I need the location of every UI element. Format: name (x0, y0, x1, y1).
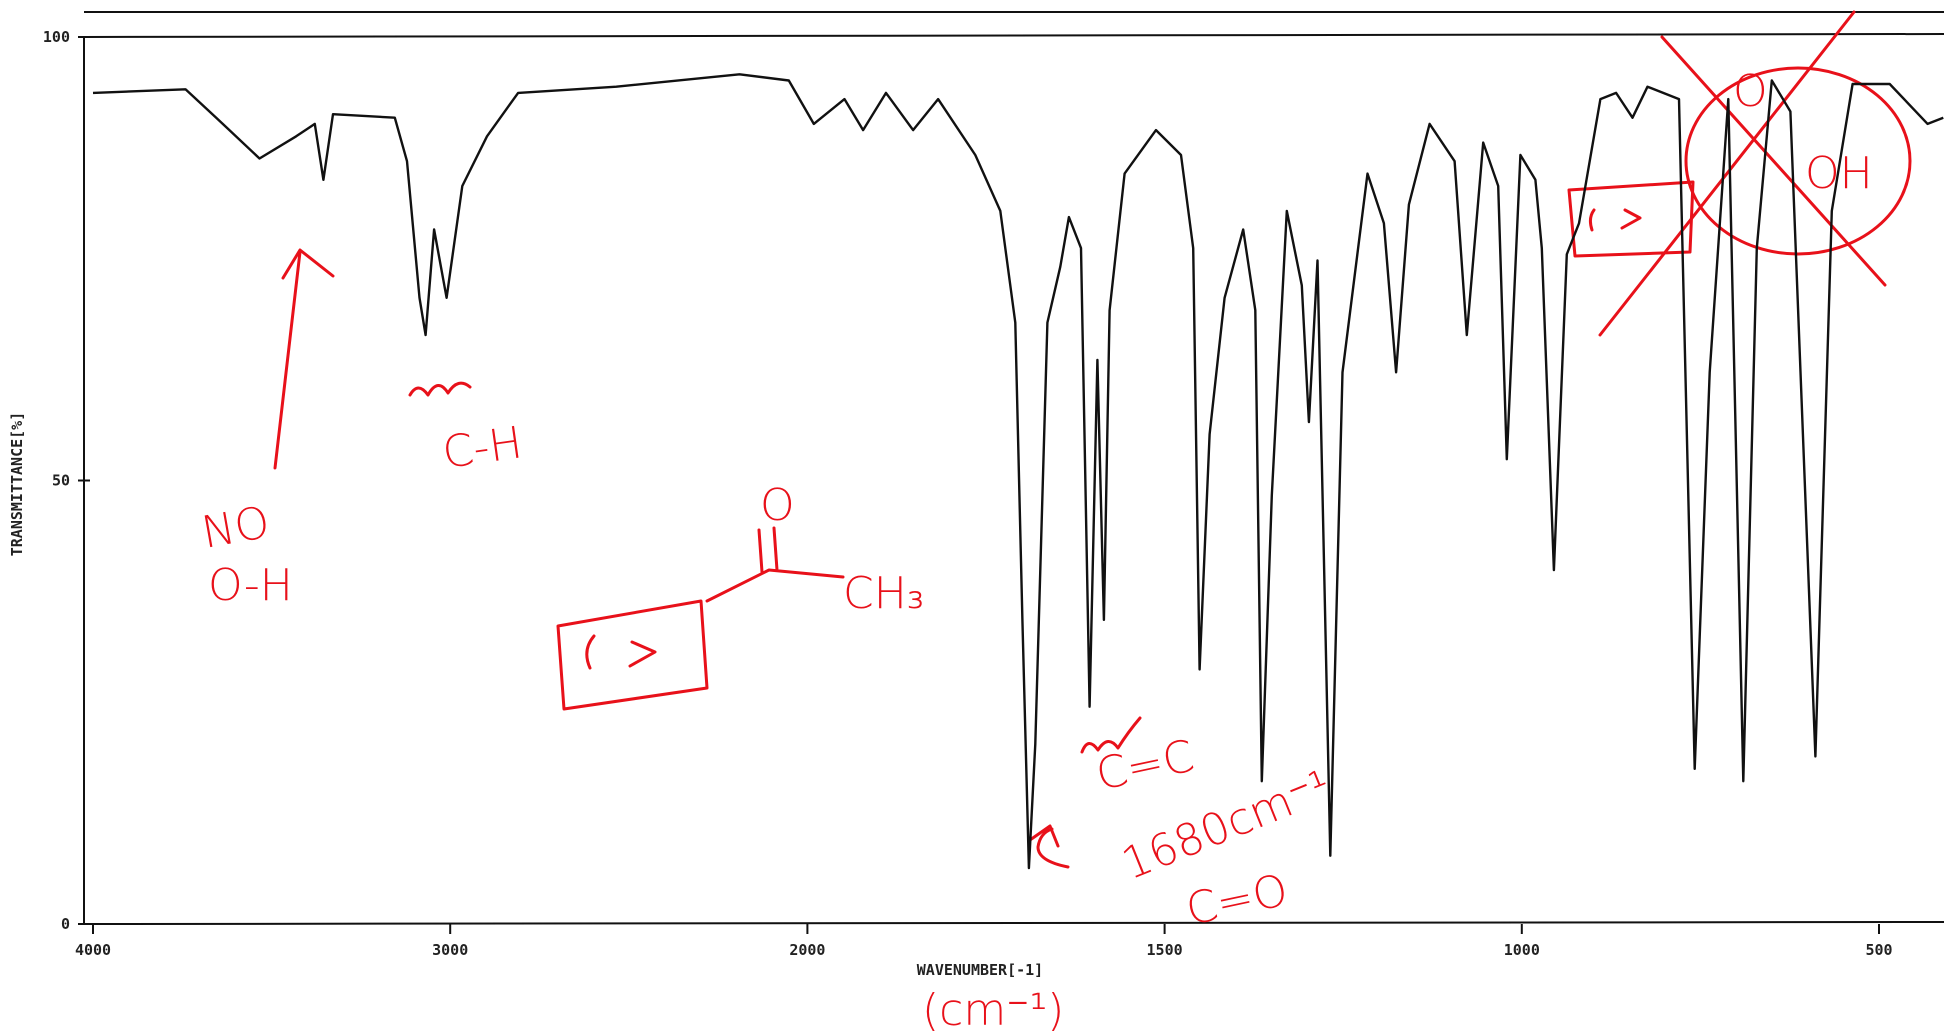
circle (1684, 66, 1912, 256)
x-tick-label: 3000 (432, 941, 468, 959)
x-tick-label: 2000 (789, 941, 825, 959)
x-axis (83, 921, 1944, 925)
frame (83, 33, 1944, 38)
y-tick-label: 0 (61, 915, 70, 933)
squiggle (408, 381, 472, 397)
cross (1598, 10, 1887, 337)
annotation: O (1733, 66, 1768, 117)
handwriting (273, 10, 1912, 869)
annotation: O-H (208, 560, 293, 611)
x-tick-label: 500 (1865, 941, 1892, 959)
annotation: CH₃ (843, 568, 924, 619)
y-tick-label: 50 (52, 472, 70, 490)
ring (1567, 180, 1695, 258)
annotation: O (760, 480, 795, 531)
ring (556, 599, 709, 711)
annotation: NO (198, 497, 273, 559)
bonds (705, 526, 845, 603)
y-axis-label: TRANSMITTANCE[%] (8, 412, 26, 557)
spectrum-line (92, 73, 1944, 870)
x-tick-label: 4000 (75, 941, 111, 959)
x-tick-label: 1500 (1147, 941, 1183, 959)
annotation: C=O (1182, 865, 1293, 936)
curved-arrow (1028, 824, 1070, 869)
annotation: OH (1805, 148, 1873, 199)
arrow (273, 248, 335, 470)
y-tick-label: 100 (43, 28, 70, 46)
annotation: C-H (439, 417, 525, 479)
x-axis-label: WAVENUMBER[-1] (917, 961, 1043, 979)
annotation: (cm⁻¹) (922, 985, 1064, 1034)
x-tick-label: 1000 (1504, 941, 1540, 959)
squiggle (1080, 716, 1142, 754)
